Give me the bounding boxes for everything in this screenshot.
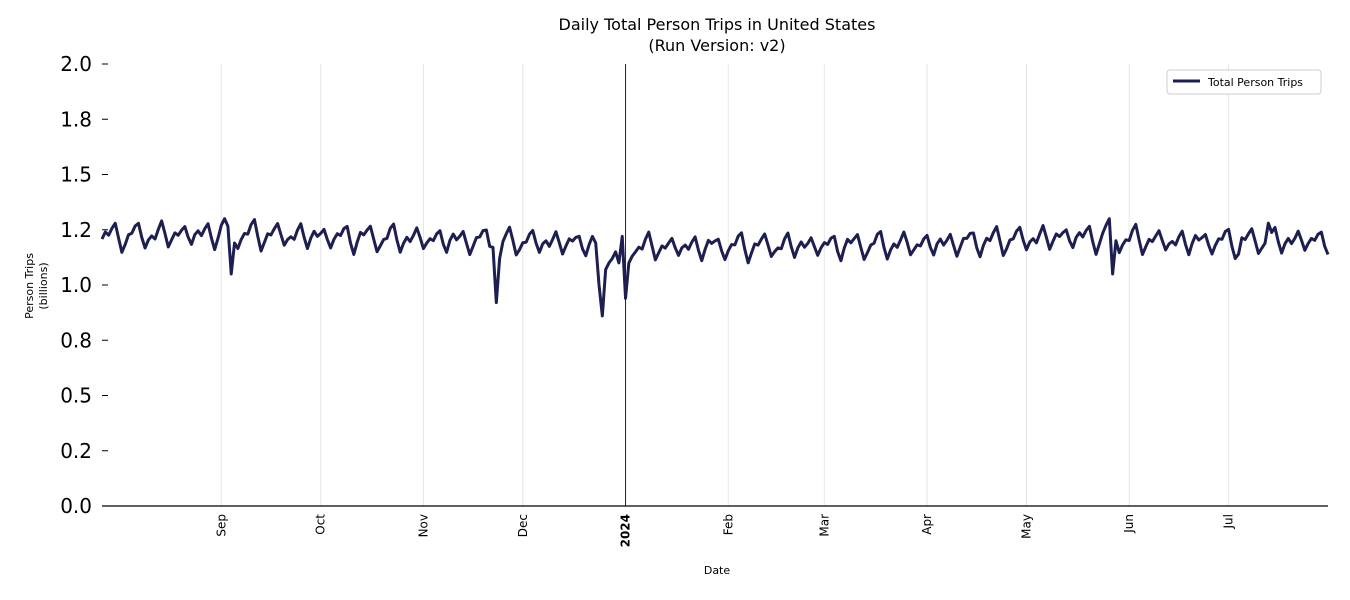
y-axis-unit: (billions) xyxy=(37,262,50,309)
y-tick-label: 1.0 xyxy=(60,273,92,297)
y-tick-label: 1.2 xyxy=(60,218,92,242)
y-tick-label: 1.8 xyxy=(60,107,92,131)
y-tick-label: 0.0 xyxy=(60,494,92,518)
series-line-total-person-trips xyxy=(100,217,1330,318)
y-tick-label: 0.2 xyxy=(60,439,92,463)
legend-box xyxy=(1166,69,1322,95)
x-tick-label: Nov xyxy=(416,514,430,537)
y-axis-label: Person Trips xyxy=(23,253,36,319)
x-tick-label: 2024 xyxy=(619,514,633,547)
grid-lines xyxy=(220,64,1230,506)
y-axis: 0.0 0.2 0.5 0.8 1.0 1.2 1.5 1.8 2.0 xyxy=(60,52,108,518)
x-tick-label: Sep xyxy=(214,514,228,537)
x-tick-label: Mar xyxy=(817,514,831,537)
legend: Total Person Trips xyxy=(1166,69,1322,95)
x-tick-label: Oct xyxy=(314,514,328,535)
chart-title: Daily Total Person Trips in United State… xyxy=(559,15,876,34)
y-tick-label: 1.5 xyxy=(60,163,92,187)
x-axis: Sep Oct Nov Dec 2024 Feb Mar Apr May Jun Jul xyxy=(214,514,1235,548)
y-tick-label: 0.5 xyxy=(60,384,92,408)
legend-label: Total Person Trips xyxy=(1207,76,1303,89)
x-tick-label: Jun xyxy=(1122,514,1136,534)
x-tick-label: Feb xyxy=(721,514,735,535)
x-tick-label: Apr xyxy=(920,514,934,535)
x-tick-label: Jul xyxy=(1222,514,1236,529)
x-axis-label: Date xyxy=(704,564,731,577)
x-tick-label: May xyxy=(1019,514,1033,539)
y-tick-label: 2.0 xyxy=(60,52,92,76)
chart-subtitle: (Run Version: v2) xyxy=(648,36,785,55)
x-tick-label: Dec xyxy=(516,514,530,537)
y-tick-label: 0.8 xyxy=(60,328,92,352)
